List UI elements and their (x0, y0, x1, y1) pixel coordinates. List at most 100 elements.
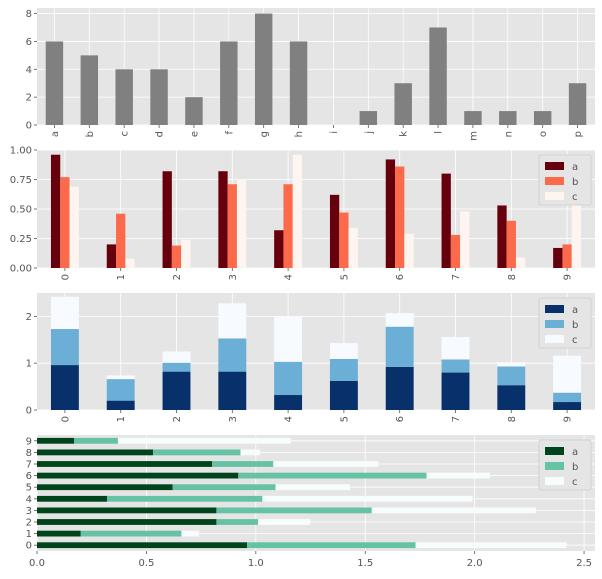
x-tick-label: 8 (507, 274, 518, 280)
bar-b-7 (441, 359, 470, 373)
bar-h (289, 41, 308, 125)
bar-a-9 (553, 247, 563, 268)
y-tick-label: 3 (26, 506, 32, 517)
x-tick-label: k (399, 131, 410, 137)
x-tick-label: 1 (116, 416, 127, 422)
bar-b-4 (274, 361, 303, 396)
bar-b-8 (497, 366, 526, 386)
bar-c-1 (181, 530, 199, 537)
y-tick-label: 2 (26, 518, 32, 529)
bar-n (499, 111, 517, 125)
x-tick-label: b (85, 131, 96, 137)
x-tick-label: 7 (451, 416, 462, 422)
x-tick-label: 1.5 (357, 558, 373, 569)
bar-c-8 (515, 257, 526, 268)
bar-c-4 (292, 154, 303, 268)
bar-b (80, 55, 99, 125)
bar-c-9 (117, 437, 291, 444)
x-tick-label: l (434, 131, 445, 134)
x-tick-label: o (538, 131, 549, 137)
bar-a-8 (497, 385, 526, 410)
bar-c-8 (240, 449, 261, 456)
y-tick-label: 0.75 (10, 175, 32, 186)
x-tick-label: i (329, 131, 340, 134)
x-tick-label: j (364, 131, 375, 135)
bar-c-6 (404, 233, 414, 268)
bar-k (394, 83, 412, 125)
x-tick-label: p (573, 131, 584, 137)
legend-label-c: c (572, 335, 578, 346)
bar-a-1 (106, 244, 117, 268)
bar-a-6 (37, 472, 239, 479)
x-tick-label: 0.5 (138, 558, 154, 569)
bar-a-2 (162, 171, 172, 268)
x-tick-label: 9 (563, 274, 574, 280)
bar-b-4 (107, 495, 263, 502)
bar-b-6 (395, 166, 405, 268)
legend-swatch-c (545, 192, 564, 200)
legend-label-a: a (572, 162, 578, 173)
bar-b-5 (329, 358, 358, 381)
bar-c-7 (441, 336, 470, 360)
x-tick-label: m (468, 131, 479, 141)
bar-a-3 (218, 371, 247, 410)
bar-e (185, 97, 203, 125)
bar-b-5 (339, 212, 349, 268)
bar-o (533, 111, 552, 125)
y-tick-label: 6 (26, 471, 32, 482)
y-tick-label: 0.50 (10, 205, 32, 216)
bar-b-1 (80, 530, 182, 537)
bar-j (359, 111, 378, 125)
x-tick-label: 5 (339, 416, 350, 422)
y-tick-label: 6 (26, 37, 32, 48)
bar-b-3 (218, 338, 247, 372)
legend-label-b: b (572, 320, 578, 331)
y-tick-label: 1 (26, 359, 32, 370)
x-tick-label: 8 (507, 416, 518, 422)
bar-b-8 (152, 449, 241, 456)
bar-a (45, 41, 64, 125)
bar-a-1 (106, 400, 135, 410)
bar-b-3 (216, 507, 372, 514)
bar-a-3 (218, 171, 228, 268)
x-tick-label: 7 (451, 274, 462, 280)
x-tick-label: 9 (563, 416, 574, 422)
bar-b-2 (216, 519, 259, 525)
y-tick-label: 0.25 (10, 234, 32, 245)
y-tick-label: 1.00 (10, 146, 32, 157)
bar-b-6 (238, 472, 427, 479)
bar-m (464, 111, 482, 125)
bar-g (254, 13, 273, 126)
bar-c-5 (329, 343, 358, 359)
bar-c-9 (571, 174, 582, 268)
y-tick-label: 7 (26, 460, 32, 471)
x-tick-label: g (259, 131, 270, 137)
bar-a-3 (37, 507, 217, 514)
bar-c-2 (181, 239, 191, 268)
bar-c-2 (258, 519, 311, 525)
x-tick-label: c (120, 131, 131, 137)
bar-c-7 (273, 461, 379, 467)
chart-1: 0 2 4 6 8 a b c d e f g h i j k l m n o p (26, 8, 595, 141)
bar-a-4 (274, 230, 284, 268)
legend-label-b: b (572, 462, 578, 473)
bar-a-9 (37, 437, 75, 444)
x-tick-label: 4 (284, 416, 295, 422)
bar-a-0 (50, 365, 79, 410)
bar-b-1 (116, 213, 126, 268)
y-tick-label: 1 (26, 529, 32, 540)
bar-c-6 (426, 472, 490, 479)
legend-swatch-a (545, 305, 564, 313)
legend-swatch-b (545, 320, 564, 328)
bar-d (150, 69, 168, 125)
y-tick-label: 9 (26, 436, 32, 447)
bar-a-4 (274, 395, 303, 410)
bar-a-2 (162, 371, 191, 410)
bar-b-7 (212, 461, 274, 467)
x-tick-label: 6 (395, 416, 406, 422)
bar-c-8 (497, 362, 526, 367)
bar-c-5 (275, 484, 350, 491)
x-tick-label: d (155, 131, 166, 137)
